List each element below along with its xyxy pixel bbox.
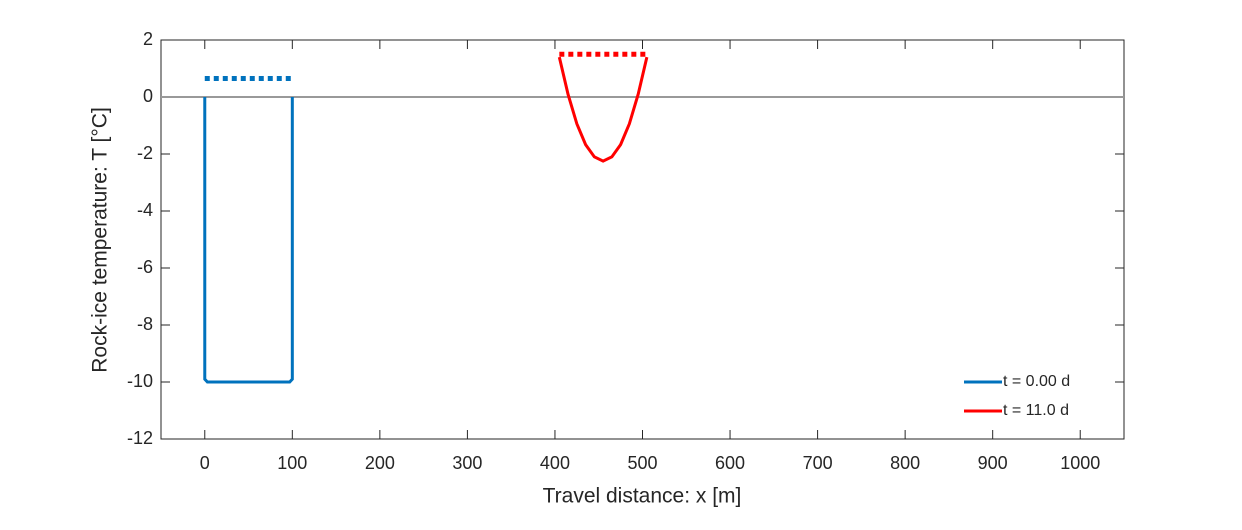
legend-label: t = 0.00 d	[1003, 373, 1070, 390]
x-tick-label: 1000	[1060, 453, 1100, 473]
legend-label: t = 11.0 d	[1003, 402, 1069, 419]
y-tick-label: -2	[137, 143, 153, 163]
y-tick-label: -10	[127, 371, 153, 391]
x-tick-label: 600	[715, 453, 745, 473]
plot-area	[160, 39, 1125, 440]
x-tick-label: 800	[890, 453, 920, 473]
series-line	[203, 97, 294, 384]
x-tick-label: 100	[277, 453, 307, 473]
x-axis-label: Travel distance: x [m]	[543, 485, 742, 508]
x-tick-label: 200	[365, 453, 395, 473]
y-tick-label: -8	[137, 314, 153, 334]
y-tick-label: -12	[127, 428, 153, 448]
x-tick-label: 900	[978, 453, 1008, 473]
x-tick-label: 700	[803, 453, 833, 473]
series-line	[557, 56, 649, 163]
y-tick-label: -6	[137, 257, 153, 277]
y-tick-label: -4	[137, 200, 153, 220]
x-tick-label: 0	[200, 453, 210, 473]
y-tick-label: 2	[143, 29, 153, 49]
x-tick-label: 500	[627, 453, 657, 473]
y-axis-label: Rock-ice temperature: T [°C]	[89, 107, 112, 373]
x-tick-label: 400	[540, 453, 570, 473]
y-tick-label: 0	[143, 86, 153, 106]
x-tick-label: 300	[452, 453, 482, 473]
